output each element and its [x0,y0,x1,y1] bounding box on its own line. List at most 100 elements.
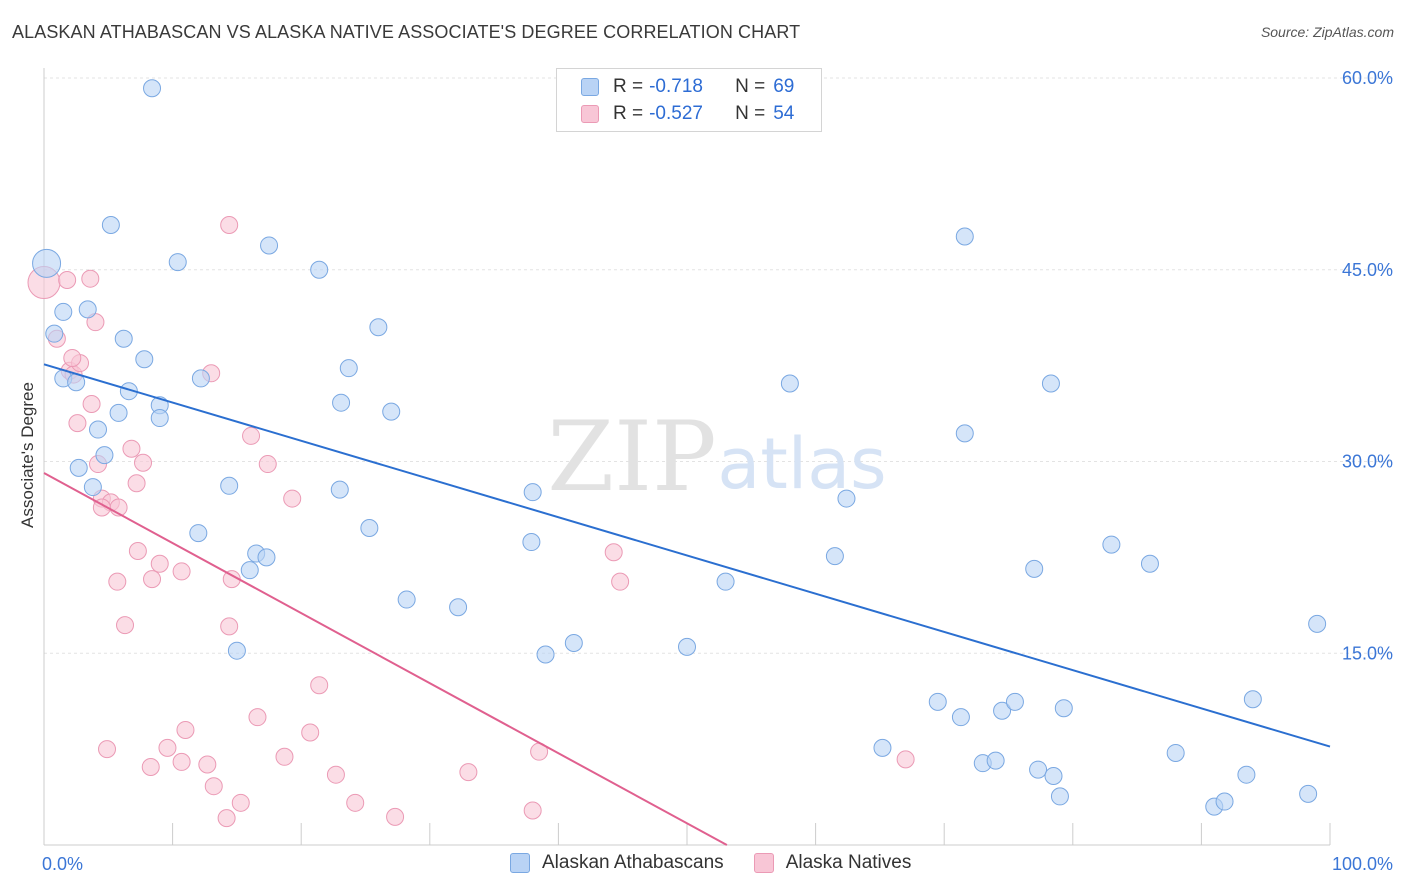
point-alaska-native [231,793,250,812]
legend-r-label: R = [613,103,644,124]
point-alaskan-athabascan [260,236,279,255]
point-alaskan-athabascan [1005,692,1024,711]
point-alaska-native [242,426,261,445]
point-alaska-native [81,269,100,288]
point-alaskan-athabascan [523,483,542,502]
point-alaska-native [98,740,117,759]
point-alaskan-athabascan [1308,614,1327,633]
point-alaska-native [108,572,127,591]
legend-swatch-pink [753,853,774,873]
point-alaskan-athabascan [873,738,892,757]
legend-n-label: N = [735,103,766,124]
point-alaskan-athabascan [678,637,696,656]
point-alaska-native [128,541,147,560]
legend-swatch-blue [581,78,599,96]
point-alaska-native [158,738,177,757]
point-alaska-native [386,807,405,826]
point-alaskan-athabascan [227,641,246,660]
point-alaskan-athabascan [780,374,799,393]
point-alaskan-athabascan [955,227,974,246]
point-alaska-native [346,793,365,812]
point-alaskan-athabascan [382,402,401,421]
point-alaskan-athabascan [951,708,970,727]
point-alaskan-athabascan [1044,766,1063,785]
point-alaskan-athabascan [310,260,329,279]
point-alaska-native [141,758,160,777]
legend-r-value: -0.527 [649,103,703,124]
point-alaska-native [301,723,320,742]
point-alaska-native [220,617,239,636]
point-alaska-native [134,453,153,472]
y-tick-label: 15.0% [1342,643,1393,663]
y-tick-label: 30.0% [1342,452,1393,472]
point-alaskan-athabascan [522,533,541,552]
point-alaskan-athabascan [716,572,735,591]
point-alaskan-athabascan [1054,699,1073,718]
legend-r-value: -0.718 [649,76,703,97]
legend-row-athabascans: R = -0.718 N = 69 [581,76,794,98]
point-alaska-native [283,489,302,508]
point-alaska-native [896,750,915,769]
point-alaskan-athabascan [837,489,856,508]
chart-title: ALASKAN ATHABASCAN VS ALASKA NATIVE ASSO… [12,22,801,42]
tick-labels: 15.0% 30.0% 45.0% 60.0% 0.0% 100.0% [42,68,1393,874]
point-alaskan-athabascan [83,478,102,497]
point-alaskan-athabascan [955,424,974,443]
point-alaska-native [220,216,239,235]
point-alaskan-athabascan [339,359,358,378]
legend-n-label: N = [735,76,766,97]
point-alaska-native [68,414,87,433]
point-alaska-native [258,455,277,474]
point-alaskan-athabascan [1102,535,1121,554]
x-tick-label: 100.0% [1332,854,1393,874]
point-alaskan-athabascan [189,524,208,543]
y-axis-label: Associate's Degree [18,382,37,528]
y-tick-label: 60.0% [1342,68,1393,88]
point-alaskan-athabascan [397,590,416,609]
point-alaskan-athabascan [1243,690,1262,709]
point-alaska-native [82,394,101,413]
legend-item-athabascans[interactable]: Alaskan Athabascans [510,852,724,874]
point-alaskan-athabascan [257,548,276,567]
series-legend: Alaskan Athabascans Alaska Natives [510,852,941,874]
point-alaskan-athabascan [332,393,351,412]
watermark-zip: ZIP [547,401,716,513]
legend-item-natives[interactable]: Alaska Natives [753,852,911,874]
legend-swatch-blue [510,853,530,873]
point-alaska-native [326,765,345,784]
point-alaskan-athabascan [1215,792,1234,811]
point-alaska-native [58,270,77,289]
point-alaskan-athabascan [89,420,108,439]
point-alaskan-athabascan [928,692,947,711]
point-alaskan-athabascan [1050,787,1069,806]
point-alaska-native [611,572,630,591]
point-alaska-native [204,777,223,796]
x-tick-label: 0.0% [42,854,83,874]
point-alaska-native [127,474,146,493]
point-alaskan-athabascan [78,300,97,319]
point-alaskan-athabascan [993,701,1012,720]
legend-label: Alaskan Athabascans [542,852,724,873]
point-alaskan-athabascan [1029,760,1048,779]
watermark-atlas: atlas [717,423,886,505]
source-credit: Source: ZipAtlas.com [1260,24,1394,40]
point-alaskan-athabascan [986,751,1005,770]
point-alaskan-athabascan [45,324,64,343]
point-alaskan-athabascan [1166,743,1185,762]
point-alaskan-athabascan [1041,374,1060,393]
y-tick-label: 45.0% [1342,260,1393,280]
point-alaskan-athabascan [330,480,349,499]
point-alaska-native [310,676,329,695]
point-alaskan-athabascan [168,253,187,272]
point-alaska-native [459,763,478,782]
point-alaska-native [217,809,236,828]
point-alaskan-athabascan [101,216,120,235]
point-alaska-native [172,562,191,581]
point-alaska-native [275,747,294,766]
point-alaskan-athabascan [1237,765,1256,784]
point-alaska-native [172,752,191,771]
point-alaskan-athabascan [143,79,162,98]
legend-n-value: 69 [773,76,795,97]
point-alaskan-athabascan [135,350,154,369]
point-alaskan-athabascan [1140,554,1159,573]
